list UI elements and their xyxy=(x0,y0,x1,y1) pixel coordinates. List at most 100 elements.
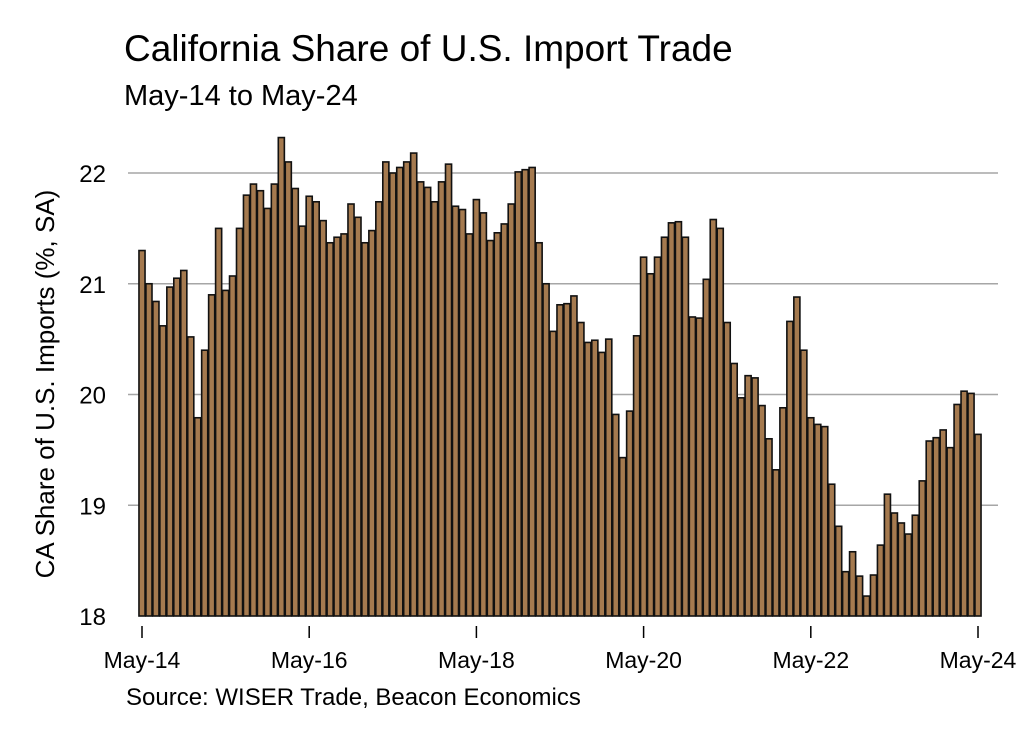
bar xyxy=(173,277,181,617)
bar xyxy=(402,161,411,617)
bar xyxy=(570,295,578,617)
bar xyxy=(702,278,711,617)
bar xyxy=(953,403,961,617)
bar xyxy=(493,232,502,617)
bar xyxy=(890,512,899,617)
x-tick-label: May-24 xyxy=(940,647,1017,673)
bar xyxy=(834,525,843,617)
bar xyxy=(465,233,474,617)
bar xyxy=(284,161,293,617)
bar xyxy=(228,275,237,617)
bar xyxy=(793,296,801,617)
bar xyxy=(639,256,648,617)
y-tick-label: 19 xyxy=(79,493,106,520)
bar xyxy=(458,208,467,617)
chart-subtitle: May-14 to May-24 xyxy=(124,80,358,112)
bar xyxy=(604,338,613,617)
bar xyxy=(758,404,766,617)
bar xyxy=(820,425,829,617)
bar xyxy=(737,397,745,617)
bar xyxy=(347,203,355,617)
bar xyxy=(667,222,676,617)
bar xyxy=(416,181,425,617)
bar xyxy=(354,216,362,617)
bar xyxy=(361,241,369,617)
bar xyxy=(444,163,453,617)
bar xyxy=(751,377,759,617)
bar xyxy=(138,249,146,617)
bar xyxy=(597,351,606,617)
bar xyxy=(535,241,543,617)
bar xyxy=(967,392,975,617)
bar xyxy=(556,303,564,617)
bar xyxy=(145,282,153,617)
bar xyxy=(918,480,927,617)
bar xyxy=(744,374,752,617)
bar xyxy=(827,483,836,617)
source-note: Source: WISER Trade, Beacon Economics xyxy=(126,684,581,711)
bar xyxy=(312,200,320,617)
bar xyxy=(799,349,808,617)
bar xyxy=(298,225,307,617)
x-tick-label: May-22 xyxy=(772,647,849,673)
bar xyxy=(507,203,516,617)
x-tick-label: May-14 xyxy=(104,647,181,673)
bar xyxy=(186,336,195,617)
bar xyxy=(451,205,460,617)
bar xyxy=(772,469,780,617)
bar xyxy=(869,574,878,617)
bar xyxy=(695,317,704,617)
bar xyxy=(806,416,815,617)
bar xyxy=(960,390,968,617)
bar xyxy=(528,166,536,617)
bar xyxy=(277,136,286,617)
x-tick-label: May-18 xyxy=(438,647,515,673)
bar xyxy=(291,187,300,617)
bar xyxy=(368,229,376,617)
bar xyxy=(563,302,571,617)
bar xyxy=(249,183,258,617)
bar xyxy=(500,223,509,617)
bar xyxy=(618,456,627,617)
bar xyxy=(542,282,550,617)
bar xyxy=(876,544,885,617)
bar xyxy=(862,595,871,617)
bar xyxy=(897,522,906,617)
bar xyxy=(646,272,655,617)
bar xyxy=(214,227,223,617)
bar xyxy=(479,212,488,617)
bar xyxy=(577,321,585,617)
bar xyxy=(179,269,188,617)
bar xyxy=(730,362,739,617)
bar xyxy=(152,300,160,617)
bar xyxy=(326,241,334,617)
y-tick-label: 21 xyxy=(79,272,106,299)
bar xyxy=(207,294,216,617)
bar xyxy=(388,172,397,617)
bar xyxy=(549,330,557,617)
bar xyxy=(946,446,954,617)
bar xyxy=(166,286,174,617)
bar xyxy=(521,168,530,617)
bar xyxy=(486,239,495,617)
bar xyxy=(270,183,279,617)
bar xyxy=(848,550,857,617)
bar xyxy=(716,227,725,617)
bar xyxy=(584,341,592,617)
bar xyxy=(681,236,690,617)
bar xyxy=(632,335,641,617)
y-tick-label: 20 xyxy=(79,383,106,410)
bar xyxy=(911,514,920,617)
bar xyxy=(437,181,446,617)
bar xyxy=(813,423,822,617)
bar xyxy=(221,289,230,617)
bar xyxy=(660,236,669,617)
bar xyxy=(256,189,265,617)
bar xyxy=(381,161,390,617)
bar xyxy=(409,152,418,617)
y-tick-label: 22 xyxy=(79,161,106,188)
bar xyxy=(263,207,272,617)
bar xyxy=(340,233,348,617)
bar xyxy=(841,570,850,617)
